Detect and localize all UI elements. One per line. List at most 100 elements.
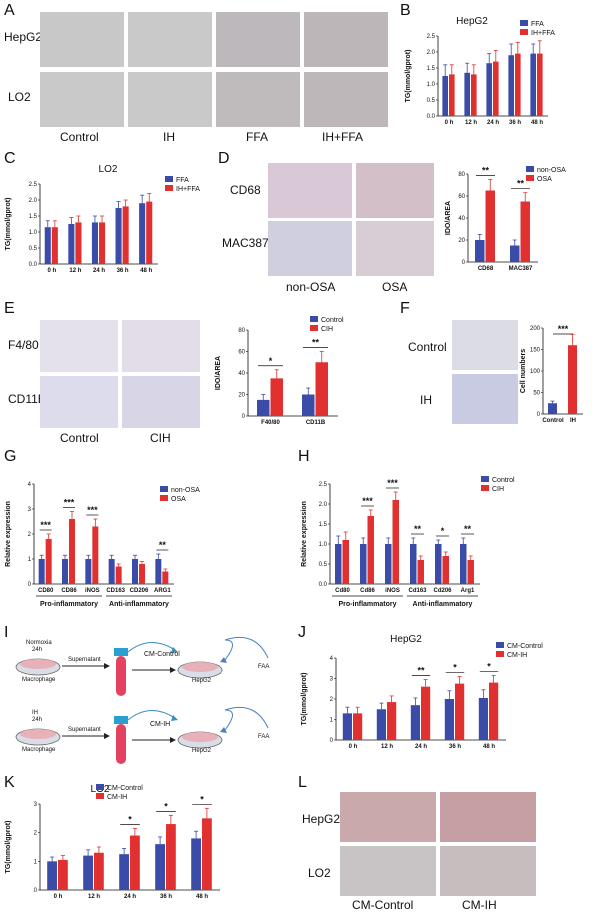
chart-e: 0 20 40 60 80 IDO/AREA F40/80 * CD11B ** Control CI… <box>215 316 344 426</box>
micrograph <box>40 12 124 67</box>
schematic-label-hepg2: HepG2 <box>192 678 212 684</box>
chart-title: HepG2 <box>390 634 422 645</box>
bar <box>392 500 399 584</box>
bar <box>155 844 165 890</box>
micrograph <box>356 163 434 218</box>
y-tick-label: 200 <box>530 326 541 332</box>
x-tick-label: 48 h <box>483 744 495 750</box>
panel-e-row-label: F4/80 <box>8 338 39 352</box>
bar <box>162 571 169 584</box>
panel-letter-l: L <box>298 774 307 791</box>
micrograph <box>340 846 436 896</box>
bar <box>45 539 52 584</box>
bar <box>85 559 92 584</box>
x-tick-label: IH <box>570 418 576 424</box>
bar <box>530 53 536 116</box>
legend-label: CM-IH <box>507 652 527 659</box>
bar <box>99 222 106 264</box>
significance-mark: * <box>269 356 273 366</box>
bar <box>471 74 477 116</box>
bar <box>202 818 212 890</box>
x-tick-label: Arg1 <box>461 588 475 594</box>
panel-e-col-label: Control <box>60 431 99 445</box>
legend-swatch <box>526 166 534 172</box>
bar <box>489 682 499 740</box>
legend-label: FFA <box>176 177 189 184</box>
bar <box>270 378 283 416</box>
chart-title: HepG2 <box>456 16 488 27</box>
bar <box>367 516 374 584</box>
bar <box>417 560 424 584</box>
x-tick-label: Cd86 <box>360 588 375 594</box>
group-label: Pro-inflammatory <box>40 601 98 608</box>
bar <box>139 203 146 264</box>
bar <box>410 544 417 584</box>
y-axis-label: Relative expression <box>301 501 308 567</box>
x-tick-label: 0 h <box>47 268 56 274</box>
legend-label: FFA <box>531 21 544 28</box>
legend-label: IH+FFA <box>176 186 200 193</box>
bar <box>92 526 99 584</box>
legend-swatch <box>165 176 173 182</box>
y-tick-label: 0 <box>537 412 541 418</box>
bar <box>130 835 140 890</box>
legend-swatch <box>496 651 504 657</box>
panel-e-row-label: CD11B <box>8 392 46 406</box>
y-tick-label: 0 <box>28 582 32 588</box>
bar <box>191 838 201 890</box>
legend-label: OSA <box>537 176 552 183</box>
y-tick-label: 0.0 <box>319 582 328 588</box>
y-tick-label: 80 <box>458 172 465 178</box>
bar <box>342 540 349 584</box>
panel-letter-b: B <box>400 2 411 19</box>
y-tick-label: 1.0 <box>29 230 38 236</box>
bar <box>410 705 420 740</box>
legend-label: non-OSA <box>537 167 566 174</box>
bar <box>166 824 176 890</box>
legend-label: IH+FFA <box>531 30 555 37</box>
micrograph <box>452 320 518 370</box>
x-tick-label: 0 h <box>349 744 358 750</box>
x-tick-label: 12 h <box>465 120 477 126</box>
panel-d-col-label: non-OSA <box>286 280 336 294</box>
bar <box>94 852 104 890</box>
chart-b: 0.0 0.5 1.0 1.5 2.0 2.5 TG(mmol/gprot) HepG2 0 h… <box>405 16 555 126</box>
x-tick-label: CD86 <box>61 588 77 594</box>
x-tick-label: CD68 <box>478 266 494 272</box>
x-tick-label: 24 h <box>487 120 499 126</box>
legend-swatch <box>496 642 504 648</box>
y-axis-label: TG(mmol/gprot) <box>5 198 12 251</box>
schematic-label-hours: 24h <box>32 717 43 723</box>
y-axis-label: IDO/AREA <box>215 356 222 390</box>
y-tick-label: 2.0 <box>427 50 436 56</box>
legend-swatch <box>165 185 173 191</box>
significance-mark: * <box>441 526 445 536</box>
panel-d-row-label: MAC387 <box>222 236 269 250</box>
panel-d-col-label: OSA <box>382 280 408 294</box>
chart-f: 0 50 100 150 200 Cell numbers Control *** IH <box>520 324 583 424</box>
micrograph <box>304 12 388 67</box>
panel-l-row-label: LO2 <box>308 866 331 880</box>
y-tick-label: 40 <box>238 371 245 377</box>
bar <box>69 519 75 584</box>
y-tick-label: 20 <box>458 238 465 244</box>
legend-swatch <box>160 495 168 501</box>
x-tick-label: 36 h <box>509 120 521 126</box>
y-tick-label: 0 <box>242 414 246 420</box>
significance-mark: *** <box>387 478 398 488</box>
panel-d-row-label: CD68 <box>230 183 261 197</box>
x-tick-label: Cd80 <box>335 588 350 594</box>
x-tick-label: CD163 <box>106 588 125 594</box>
bar <box>387 702 397 740</box>
schematic-label-faa: FAA <box>258 664 270 670</box>
x-tick-label: iNOS <box>385 588 400 594</box>
bar <box>548 403 557 414</box>
legend-label: CM-IH <box>107 794 127 801</box>
bar <box>442 556 449 584</box>
chart-g: 0 1 2 3 4 Relative expression CD80 *** CD86 *** iN… <box>5 482 200 608</box>
bar <box>464 72 470 116</box>
bar <box>442 76 448 116</box>
x-tick-label: Cd163 <box>408 588 427 594</box>
x-tick-label: CD11B <box>306 420 326 426</box>
